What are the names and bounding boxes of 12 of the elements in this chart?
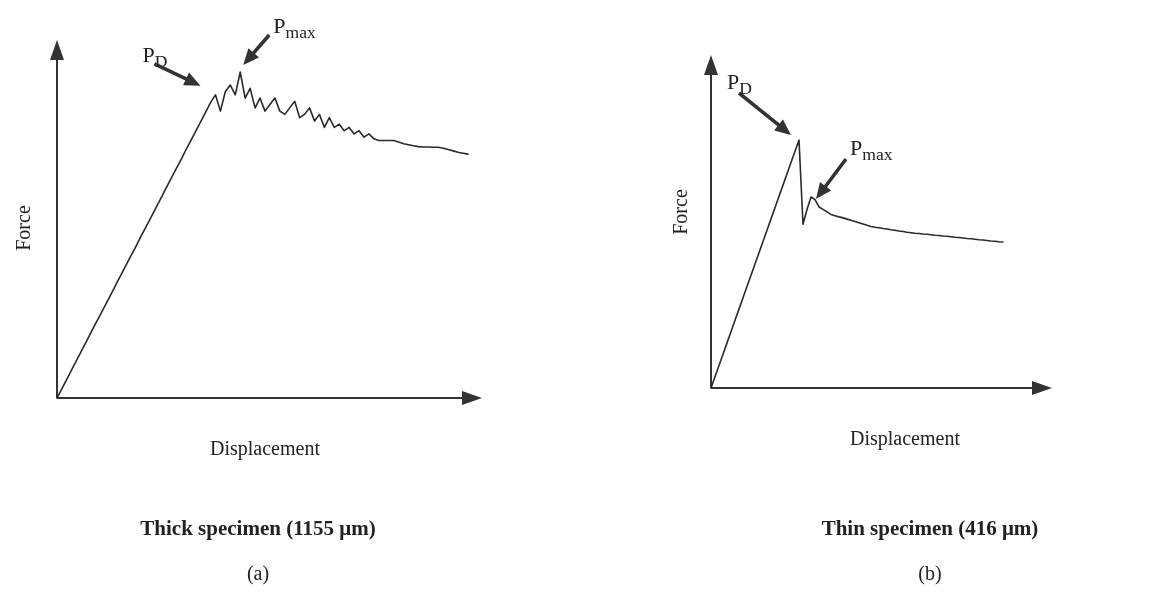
text: P$_{D}$ <box>142 41 168 72</box>
text: P$_{D}$ <box>727 69 752 99</box>
text: P$_{max}$ <box>273 13 316 43</box>
text: (a) <box>246 562 270 585</box>
x-axis-title: Displacement <box>210 437 321 460</box>
y-axis-title: Force <box>668 189 691 235</box>
x-axis-title: Displacement <box>850 427 961 450</box>
text: Thick specimen (1155 μm) <box>140 516 376 540</box>
text: (b) <box>918 562 942 585</box>
annotation: P$_{max}$ <box>850 135 893 165</box>
y-axis-title: Force <box>11 205 34 251</box>
text: Thin specimen (416 μm) <box>821 516 1039 540</box>
